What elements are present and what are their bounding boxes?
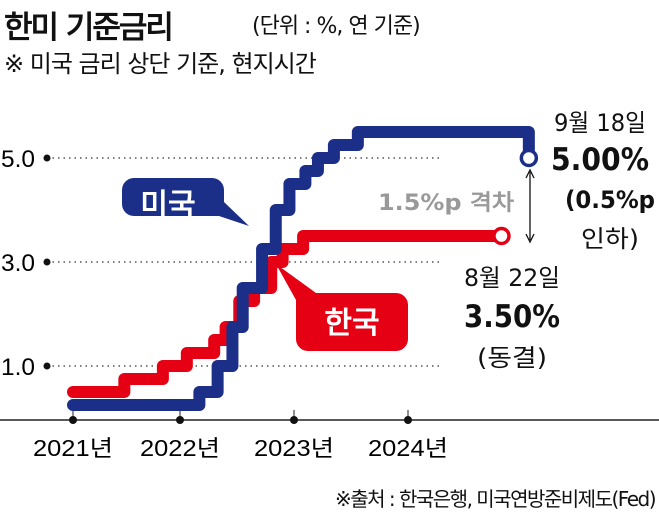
source-note: ※출처 : 한국은행, 미국연방준비제도(Fed) [334,487,657,511]
endpoint-marker-korea [492,226,511,246]
unit-note: (단위 : %, 연 기준) [252,14,421,39]
ytick-label: 5.0 [1,146,35,173]
series-line-us [67,126,535,411]
xtick-label: 2023년 [254,435,334,461]
ytick-label: 1.0 [1,354,35,381]
xtick-label: 2021년 [33,435,113,461]
korea-change: (동결) [477,344,547,372]
us-change: (0.5%p [565,186,655,214]
basis-note: ※ 미국 금리 상단 기준, 현지시간 [4,50,317,78]
chart-title: 한미 기준금리 [4,10,174,46]
us-label-bubble [122,178,249,226]
korea-value: 3.50% [464,299,560,335]
xtick-label: 2022년 [140,435,220,461]
gap-label: 1.5%p 격차 [378,191,515,216]
us-label: 미국 [140,188,195,223]
xtick-label: 2024년 [368,435,448,461]
xtick-dot [176,416,184,424]
series-line-korea [67,230,508,398]
korea-label: 한국 [324,306,379,341]
us-value: 5.00% [551,142,649,178]
ytick-dot [43,362,51,370]
xtick-dot [404,416,412,424]
korea-label-bubble [276,264,408,351]
endpoint-marker-us [519,148,539,168]
xtick-dot [290,416,298,424]
ytick-label: 3.0 [1,250,35,277]
ytick-dot [43,154,51,162]
xtick-dot [69,416,77,424]
gap-arrow-heads [525,168,535,244]
ytick-dot [43,258,51,266]
korea-date: 8월 22일 [464,264,560,292]
us-date: 9월 18일 [554,109,646,137]
us-change2: 인하) [581,225,639,253]
